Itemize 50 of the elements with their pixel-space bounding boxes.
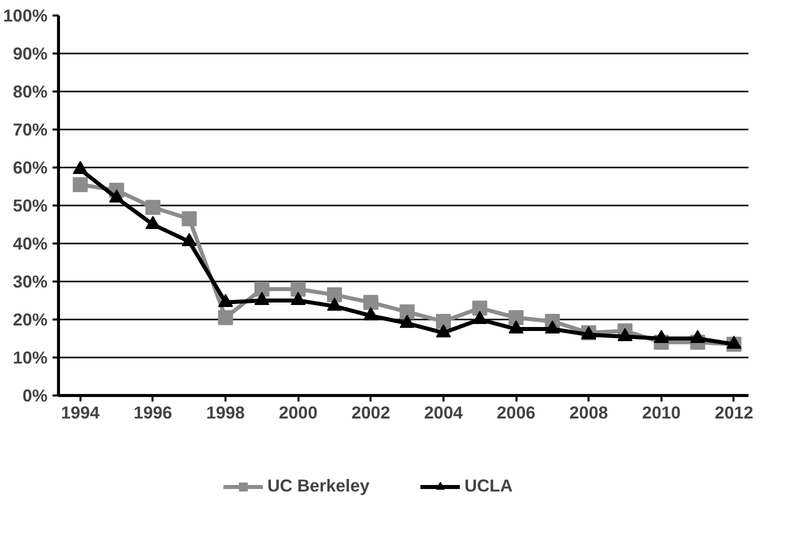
y-tick-label: 60% [12, 158, 48, 178]
point [508, 310, 524, 326]
x-tick-label: 2004 [424, 402, 464, 422]
legend-label: UCLA [464, 476, 513, 496]
point [690, 330, 706, 344]
x-tick-label: 2006 [496, 402, 536, 422]
point [182, 211, 197, 226]
x-tick-label: 1998 [206, 402, 246, 422]
point [327, 298, 342, 311]
point [363, 294, 378, 310]
x-tick-label: 2012 [714, 402, 754, 422]
point [472, 310, 488, 324]
y-tick-label: 10% [12, 348, 48, 368]
x-tick-label: 2010 [642, 402, 681, 422]
point [544, 320, 560, 334]
y-tick-label: 50% [12, 196, 48, 216]
point [436, 314, 451, 329]
y-tick-label: 0% [22, 386, 48, 406]
legend-label: UC Berkeley [267, 476, 370, 496]
point [654, 330, 669, 344]
point [218, 310, 234, 326]
point [508, 320, 524, 334]
y-tick-label: 80% [12, 82, 48, 102]
point [145, 200, 160, 215]
y-tick-label: 20% [12, 310, 48, 330]
point [72, 177, 88, 192]
x-tick-label: 2002 [352, 402, 390, 422]
y-tick-label: 30% [12, 272, 48, 292]
point [254, 282, 270, 297]
x-tick-label: 1996 [134, 402, 173, 422]
point [472, 300, 488, 316]
point [436, 324, 451, 338]
point [400, 314, 415, 328]
y-tick-label: 70% [12, 120, 48, 140]
point [618, 328, 633, 342]
point [363, 307, 378, 320]
point [182, 233, 197, 246]
point [254, 292, 270, 306]
x-tick-label: 2008 [569, 402, 608, 422]
point [726, 336, 742, 349]
point [327, 287, 342, 302]
x-tick-label: 2000 [278, 402, 318, 422]
y-tick-label: 40% [12, 234, 48, 254]
x-tick-label: 1994 [61, 402, 100, 422]
point [218, 294, 234, 307]
y-tick-label: 90% [12, 44, 48, 64]
point [400, 304, 415, 320]
y-tick-label: 100% [3, 6, 48, 26]
point [290, 282, 306, 297]
point [290, 292, 306, 306]
